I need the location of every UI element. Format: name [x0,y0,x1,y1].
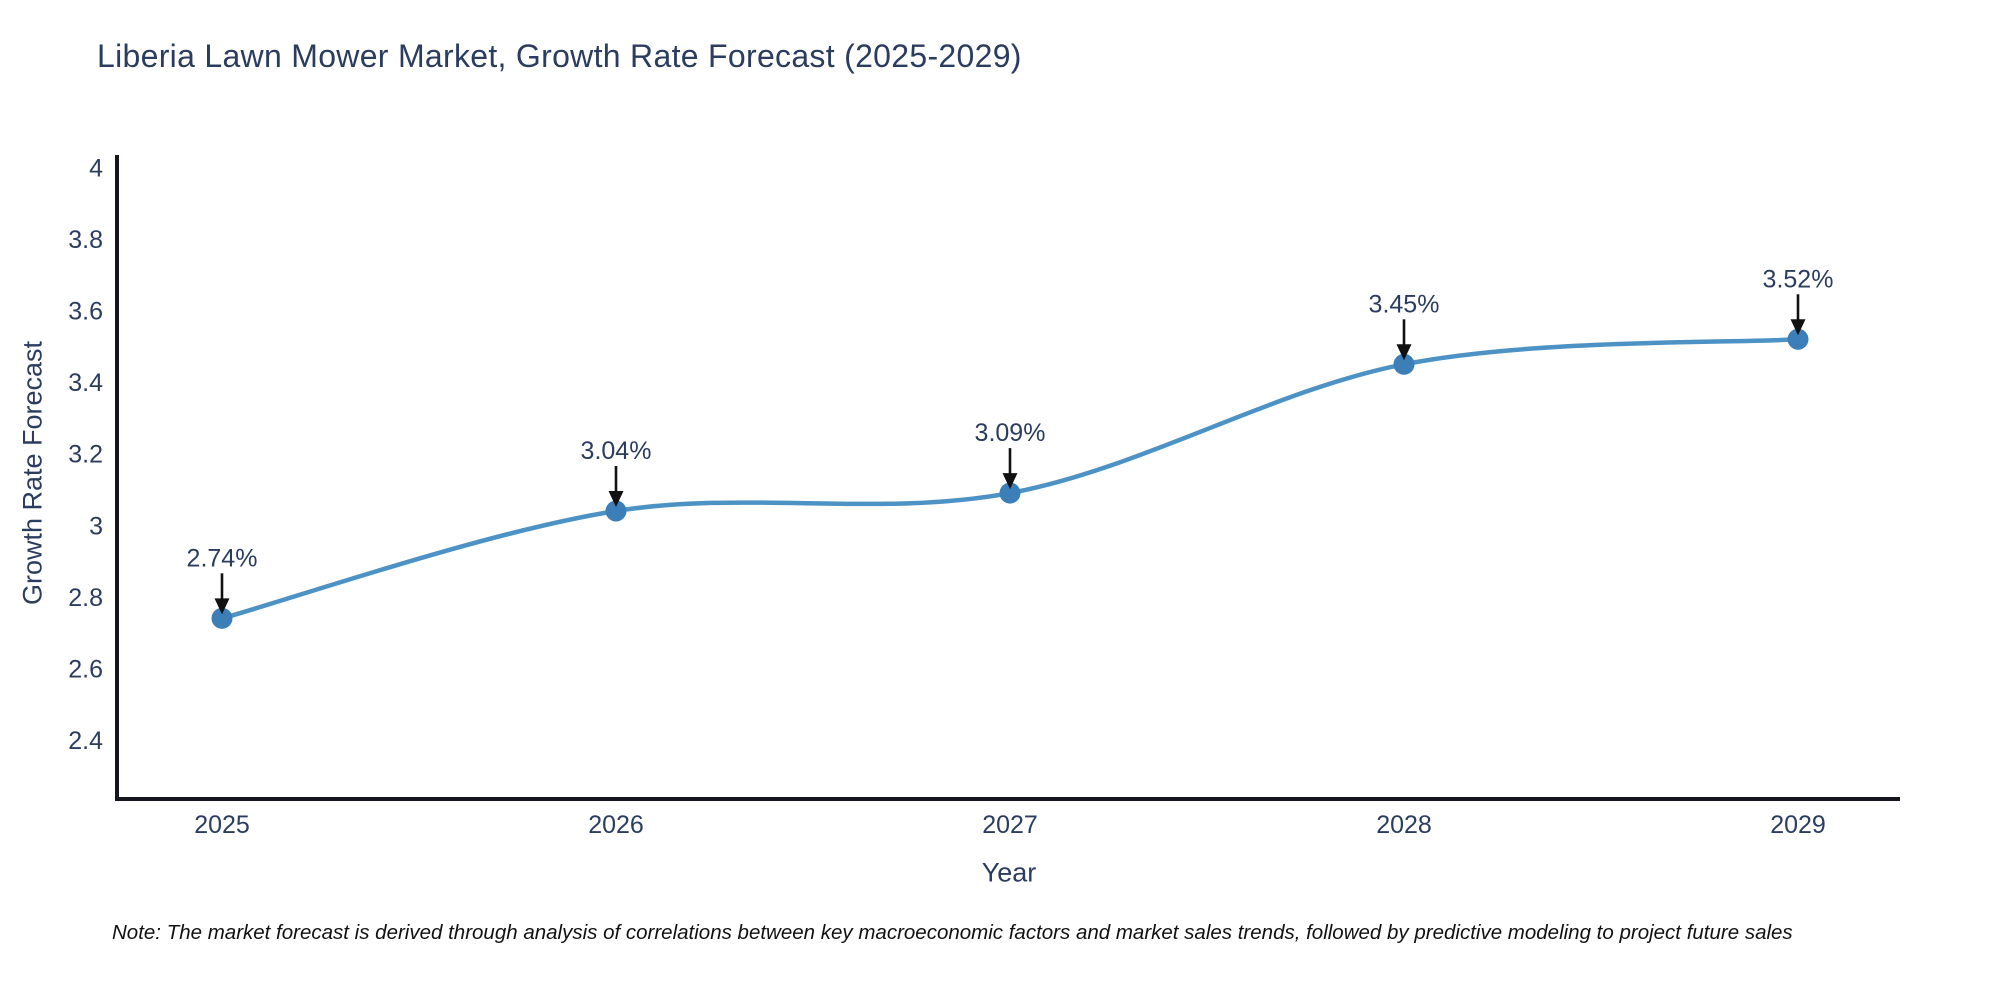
x-axis-title: Year [981,857,1037,888]
y-tick-label: 4 [89,155,103,183]
annotation-arrowhead [608,490,624,507]
data-point [999,482,1021,504]
chart-title: Liberia Lawn Mower Market, Growth Rate F… [97,38,1022,74]
annotation-arrowhead [1002,473,1018,490]
data-point [605,500,627,522]
y-axis-title: Growth Rate Forecast [17,340,48,606]
x-tick-label: 2025 [194,811,250,839]
x-tick-label: 2029 [1770,811,1826,839]
x-tick-label: 2028 [1376,811,1432,839]
y-tick-label: 2.8 [68,584,103,612]
annotation-label: 3.09% [975,419,1046,447]
annotation-label: 3.45% [1369,290,1440,318]
annotation-arrowhead [1396,344,1412,361]
data-point [211,607,233,629]
footnote: Note: The market forecast is derived thr… [112,921,1793,944]
y-tick-label: 3.8 [68,226,103,254]
data-point [1393,353,1415,375]
annotation-arrowhead [214,598,230,615]
y-tick-label: 3 [89,512,103,540]
y-tick-label: 2.6 [68,655,103,683]
annotation-label: 2.74% [187,544,258,572]
annotation-label: 3.04% [581,437,652,465]
y-tick-label: 3.6 [68,298,103,326]
x-tick-label: 2026 [588,811,644,839]
y-tick-label: 3.4 [68,369,103,397]
annotation-arrowhead [1790,319,1806,336]
data-point [1787,328,1809,350]
annotation-label: 3.52% [1763,265,1834,293]
x-tick-label: 2027 [982,811,1038,839]
y-tick-label: 2.4 [68,727,103,755]
y-tick-label: 3.2 [68,441,103,469]
